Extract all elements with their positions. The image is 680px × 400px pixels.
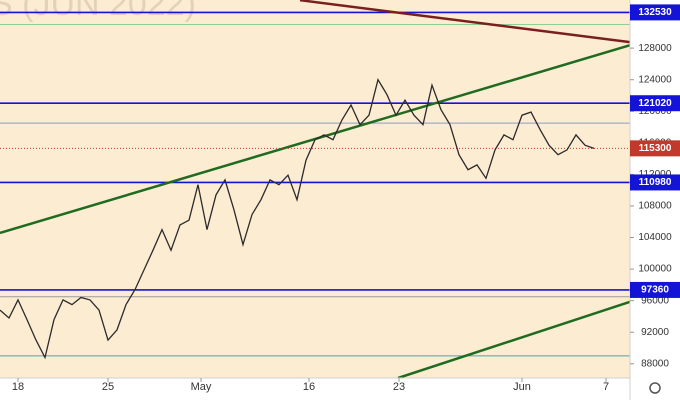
x-tick-label: May [191,381,212,393]
x-tick-label: Jun [513,381,531,393]
y-tick-label: 108000 [638,201,672,212]
level-label: 121020 [638,98,672,109]
level-label: 132530 [638,7,672,18]
y-tick-label: 88000 [641,358,669,369]
watermark: S (JUN 2022) [0,0,196,23]
x-tick-label: 25 [102,381,114,393]
current-price-box [630,140,680,157]
trendline [397,300,630,378]
level-label: 110980 [639,177,672,188]
level-label: 97360 [641,285,669,296]
trendline [299,0,630,44]
y-tick-label: 96000 [641,295,669,306]
y-tick-label: 128000 [638,43,672,54]
plot-background [0,0,630,378]
plot-area: S (JUN 2022) [0,0,630,378]
level-label-box [630,281,680,298]
y-tick-label: 104000 [638,232,672,243]
y-tick-label: 92000 [641,327,669,338]
x-tick-label: 23 [393,381,405,393]
current-price-label: 115300 [639,143,672,154]
x-tick-label: 18 [12,381,24,393]
x-tick-label: 7 [603,381,609,393]
y-tick-label: 100000 [638,264,672,275]
settings-icon[interactable] [649,382,661,394]
level-label-box [630,4,680,21]
x-tick-label: 16 [303,381,315,393]
level-label-box [630,95,680,112]
y-tick-label: 124000 [638,74,672,85]
y-tick-label: 120000 [638,106,672,117]
price-line [0,78,595,360]
level-label-box [630,174,680,191]
